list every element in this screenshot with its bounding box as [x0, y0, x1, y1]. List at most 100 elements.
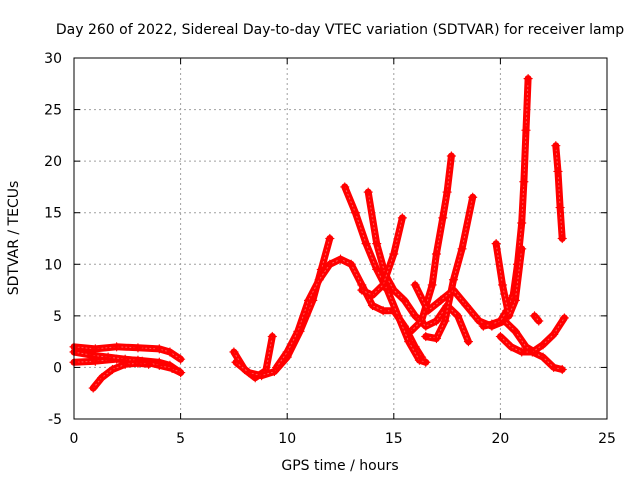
data-point-marker	[88, 383, 98, 393]
data-point-marker	[555, 202, 565, 213]
grid-lines	[74, 58, 607, 419]
data-point-marker	[393, 311, 403, 321]
x-tick-label: 5	[176, 431, 185, 447]
data-point-marker	[440, 316, 450, 326]
data-point-marker	[367, 290, 378, 300]
data-point-marker	[325, 233, 335, 244]
data-point-marker	[431, 249, 442, 259]
series-track-a	[69, 342, 186, 364]
data-point-marker	[431, 316, 442, 326]
data-point-marker	[517, 347, 527, 357]
data-point-marker	[491, 239, 501, 249]
data-point-marker	[534, 316, 544, 326]
data-point-marker	[103, 352, 113, 362]
data-point-marker	[397, 213, 407, 223]
series-track-o	[491, 239, 527, 321]
data-point-marker	[527, 347, 537, 357]
data-point-marker	[495, 316, 505, 326]
data-point-marker	[468, 192, 478, 202]
data-point-marker	[372, 264, 382, 275]
y-tick-label: 25	[44, 103, 62, 119]
data-point-marker	[438, 213, 448, 223]
data-point-marker	[423, 306, 433, 316]
data-point-marker	[495, 331, 505, 342]
x-tick-label: 0	[70, 431, 79, 447]
data-point-marker	[549, 362, 559, 373]
data-point-marker	[523, 74, 533, 84]
data-point-marker	[442, 187, 452, 197]
data-point-marker	[389, 249, 399, 259]
data-point-marker	[293, 326, 303, 336]
data-point-marker	[538, 352, 548, 362]
series-track-band	[531, 312, 543, 325]
data-point-marker	[506, 342, 516, 352]
data-point-marker	[107, 364, 117, 375]
data-point-marker	[176, 354, 186, 364]
plot-frame	[73, 57, 608, 420]
data-point-marker	[510, 326, 520, 336]
data-point-marker	[372, 239, 382, 249]
data-point-marker	[538, 340, 548, 350]
series-track-k	[406, 151, 456, 336]
data-point-marker	[446, 151, 456, 161]
data-point-marker	[461, 300, 471, 311]
data-point-marker	[457, 244, 467, 254]
y-axis-label: SDTVAR / TECUs	[6, 181, 22, 296]
data-point-marker	[378, 306, 388, 316]
data-point-marker	[549, 329, 559, 340]
data-point-marker	[176, 367, 186, 378]
y-tick-label: -5	[48, 412, 62, 428]
data-point-marker	[517, 244, 527, 254]
data-point-marker	[497, 280, 508, 290]
data-point-marker	[361, 239, 371, 249]
data-point-marker	[504, 311, 514, 321]
y-tick-label: 30	[44, 51, 62, 67]
series-track-texture	[482, 78, 529, 327]
x-tick-label: 10	[278, 431, 296, 447]
data-point-marker	[519, 177, 529, 187]
data-point-marker	[120, 359, 130, 369]
data-point-marker	[399, 295, 410, 305]
data-point-marker	[474, 316, 484, 326]
data-point-marker	[521, 125, 531, 135]
data-point-marker	[453, 311, 463, 321]
data-point-marker	[436, 295, 446, 305]
series-track-texture	[531, 317, 565, 353]
data-point-marker	[421, 321, 431, 331]
data-point-marker	[335, 254, 346, 264]
data-series-group	[69, 74, 569, 393]
data-point-marker	[367, 300, 378, 311]
data-point-marker	[144, 359, 154, 369]
data-point-marker	[416, 316, 427, 326]
data-point-marker	[90, 344, 100, 354]
data-point-marker	[410, 280, 420, 290]
data-point-marker	[229, 347, 239, 357]
data-point-marker	[350, 208, 361, 218]
data-point-marker	[133, 358, 143, 368]
data-point-marker	[231, 357, 241, 367]
data-point-marker	[389, 285, 399, 295]
data-point-marker	[510, 295, 520, 305]
data-point-marker	[448, 275, 459, 285]
data-point-marker	[421, 331, 431, 342]
series-track-band	[552, 142, 566, 242]
data-point-marker	[559, 313, 569, 323]
data-point-marker	[427, 280, 437, 290]
data-point-marker	[431, 333, 442, 344]
data-point-marker	[244, 367, 254, 378]
data-point-marker	[414, 355, 424, 365]
x-tick-label: 25	[598, 431, 616, 447]
x-axis-label: GPS time / hours	[281, 458, 398, 474]
series-track-d	[88, 358, 154, 393]
data-point-marker	[551, 141, 561, 151]
data-point-marker	[478, 321, 488, 331]
data-point-marker	[557, 233, 567, 244]
data-point-marker	[271, 362, 282, 373]
series-track-q	[529, 311, 544, 326]
data-point-marker	[314, 275, 324, 285]
data-point-marker	[463, 337, 474, 347]
data-point-marker	[517, 218, 527, 228]
series-track-l	[421, 192, 478, 344]
data-point-marker	[133, 343, 143, 353]
data-point-marker	[553, 166, 563, 177]
